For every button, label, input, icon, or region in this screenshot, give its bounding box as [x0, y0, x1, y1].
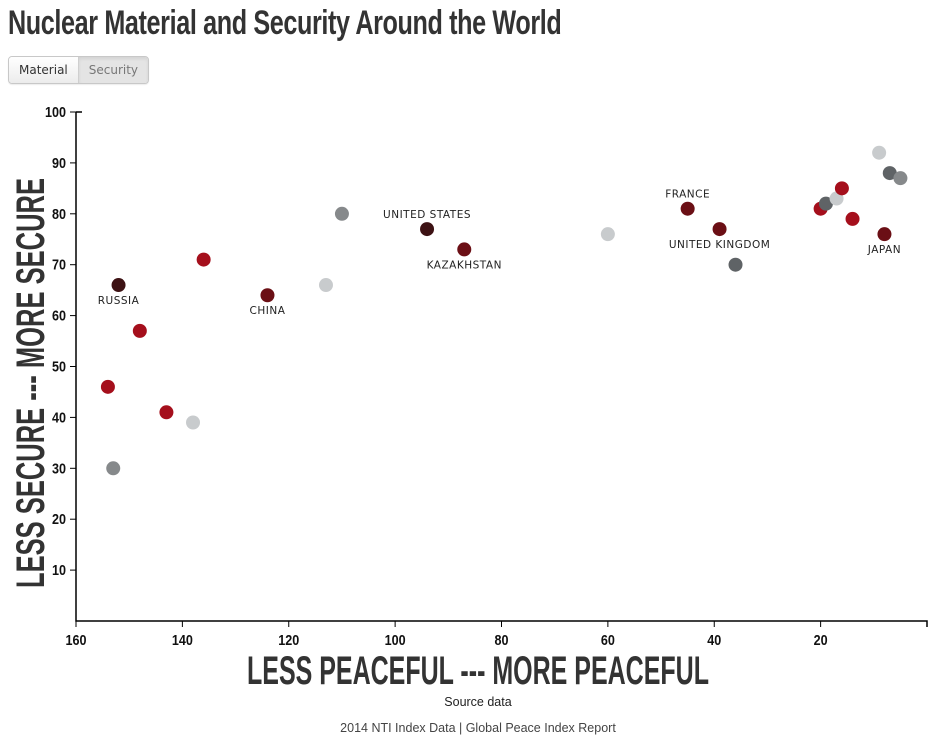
material-button[interactable]: Material [9, 57, 78, 83]
x-tick-label: 100 [385, 632, 406, 649]
y-tick-label: 70 [52, 257, 66, 274]
x-tick-label: 80 [495, 632, 509, 649]
data-point[interactable] [186, 415, 201, 430]
source-label: Source data [444, 695, 511, 709]
data-point[interactable] [728, 257, 743, 272]
y-tick-label: 60 [52, 308, 66, 325]
y-axis-title: LESS SECURE --- MORE SECURE [9, 178, 53, 588]
country-label: CHINA [250, 305, 286, 317]
data-point[interactable] [100, 379, 115, 394]
x-tick-label: 160 [66, 632, 87, 649]
source-links[interactable]: 2014 NTI Index Data | Global Peace Index… [340, 721, 616, 735]
page-title: Nuclear Material and Security Around the… [8, 4, 562, 42]
y-tick-label: 100 [45, 104, 66, 121]
y-tick-label: 90 [52, 155, 66, 172]
data-point[interactable] [132, 323, 147, 338]
country-label: UNITED KINGDOM [669, 239, 771, 251]
country-label: RUSSIA [98, 295, 140, 307]
x-axis-title: LESS PEACEFUL --- MORE PEACEFUL [247, 649, 709, 693]
y-tick-label: 30 [52, 460, 66, 477]
y-tick-label: 20 [52, 511, 66, 528]
data-point[interactable] [196, 252, 211, 267]
data-point[interactable] [159, 405, 174, 420]
x-tick-label: 60 [601, 632, 615, 649]
data-point[interactable] [818, 196, 833, 211]
data-point[interactable] [845, 211, 860, 226]
data-point[interactable] [106, 461, 121, 476]
y-tick-label: 10 [52, 562, 66, 579]
y-tick-label: 40 [52, 409, 66, 426]
country-label: UNITED STATES [383, 209, 471, 221]
x-tick-label: 20 [814, 632, 828, 649]
data-point[interactable] [457, 242, 472, 257]
points [100, 145, 908, 476]
data-point[interactable] [834, 181, 849, 196]
data-point[interactable] [111, 278, 126, 293]
x-tick-label: 120 [278, 632, 299, 649]
axis-lines [75, 112, 928, 627]
data-point[interactable] [680, 201, 695, 216]
country-label: KAZAKHSTAN [427, 259, 502, 271]
data-point[interactable] [334, 206, 349, 221]
data-point[interactable] [260, 288, 275, 303]
data-point[interactable] [600, 227, 615, 242]
data-point[interactable] [420, 222, 435, 237]
security-button[interactable]: Security [77, 57, 149, 83]
country-label: FRANCE [665, 189, 710, 201]
data-point[interactable] [877, 227, 892, 242]
data-point[interactable] [872, 145, 887, 160]
country-labels: RUSSIA CHINA UNITED STATES KAZAKHSTAN FRANCE… [98, 189, 901, 318]
data-point[interactable] [318, 278, 333, 293]
data-point[interactable] [893, 171, 908, 186]
country-label: JAPAN [867, 244, 901, 256]
x-tick-label: 140 [172, 632, 193, 649]
view-toggle: Material Security [8, 56, 150, 84]
y-tick-label: 50 [52, 359, 66, 376]
axes: 10 20 30 40 50 60 70 80 90 100 160 140 120 100 80 60 40 2… [45, 104, 928, 649]
y-tick-label: 80 [52, 206, 66, 223]
data-point[interactable] [882, 166, 897, 181]
data-point[interactable] [712, 222, 727, 237]
x-tick-label: 40 [707, 632, 721, 649]
